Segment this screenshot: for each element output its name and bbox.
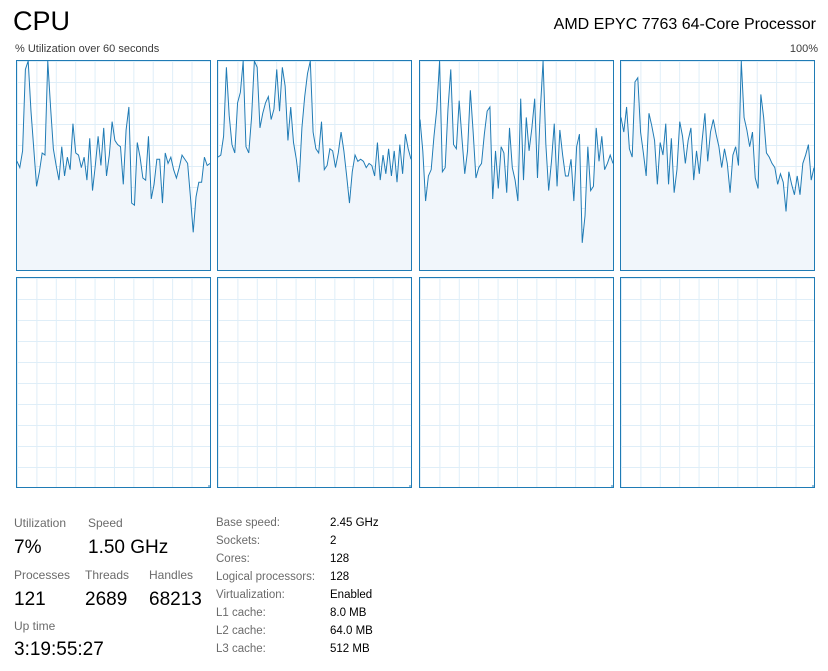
- info-key: L3 cache:: [216, 643, 266, 655]
- utilization-line: [218, 61, 411, 204]
- handles-value: 68213: [149, 589, 202, 610]
- utilization-line: [420, 61, 613, 243]
- info-value: 2.45 GHz: [330, 517, 379, 529]
- uptime-value: 3:19:55:27: [14, 639, 104, 660]
- info-value: 128: [330, 571, 350, 583]
- info-value: 8.0 MB: [330, 607, 367, 619]
- cpu-stats-section: Utilization 7% Speed 1.50 GHz Processes …: [0, 510, 828, 671]
- handles-label: Handles: [149, 568, 194, 582]
- cpu-graph-panel[interactable]: [419, 277, 614, 488]
- utilization-line: [621, 61, 814, 212]
- cpu-graph-panel[interactable]: [620, 60, 815, 271]
- cpu-graph-grid[interactable]: [16, 60, 818, 492]
- cpu-utilization-plot: [218, 61, 411, 270]
- info-key: Virtualization:: [216, 589, 285, 601]
- info-value: Enabled: [330, 589, 373, 601]
- processes-label: Processes: [14, 568, 71, 582]
- cpu-utilization-plot: [621, 61, 814, 270]
- info-value: 64.0 MB: [330, 625, 373, 637]
- info-key: Logical processors:: [216, 571, 316, 583]
- processor-name: AMD EPYC 7763 64-Core Processor: [553, 16, 816, 33]
- cpu-utilization-plot: [17, 61, 210, 270]
- info-key: Cores:: [216, 553, 250, 565]
- cpu-graph-panel[interactable]: [16, 60, 211, 271]
- uptime-label: Up time: [14, 619, 56, 633]
- info-key: L1 cache:: [216, 607, 266, 619]
- info-value: 2: [330, 535, 337, 547]
- speed-label: Speed: [88, 516, 123, 530]
- graph-max-label: 100%: [789, 43, 818, 55]
- processes-value: 121: [14, 589, 46, 610]
- info-key: Base speed:: [216, 517, 280, 529]
- utilization-value: 7%: [14, 537, 42, 558]
- cpu-graph-panel[interactable]: [217, 60, 412, 271]
- cpu-utilization-plot: [812, 485, 814, 487]
- page-title: CPU: [13, 6, 71, 36]
- info-key: L2 cache:: [216, 625, 266, 637]
- cpu-graph-panel[interactable]: [16, 277, 211, 488]
- utilization-area: [218, 61, 411, 270]
- utilization-label: Utilization: [14, 516, 67, 530]
- cpu-utilization-plot: [208, 485, 210, 487]
- utilization-area: [17, 61, 210, 270]
- utilization-area: [420, 61, 613, 270]
- speed-value: 1.50 GHz: [88, 537, 169, 558]
- utilization-area: [621, 61, 814, 270]
- utilization-graph-caption: % Utilization over 60 seconds: [15, 43, 160, 55]
- cpu-graph-panel[interactable]: [419, 60, 614, 271]
- cpu-utilization-plot: [420, 61, 613, 270]
- cpu-utilization-plot: [409, 485, 411, 487]
- info-value: 128: [330, 553, 350, 565]
- threads-value: 2689: [85, 589, 128, 610]
- cpu-utilization-plot: [611, 485, 613, 487]
- cpu-graph-panel[interactable]: [620, 277, 815, 488]
- cpu-graph-panel[interactable]: [217, 277, 412, 488]
- threads-label: Threads: [85, 568, 130, 582]
- info-key: Sockets:: [216, 535, 261, 547]
- utilization-line: [17, 61, 210, 233]
- info-value: 512 MB: [330, 643, 370, 655]
